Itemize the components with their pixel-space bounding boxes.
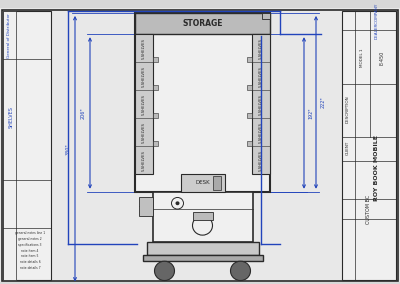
Bar (247, 141, 252, 146)
Text: 5-SHELVES: 5-SHELVES (142, 150, 146, 171)
Bar (247, 57, 252, 62)
Text: 5-SHELVES: 5-SHELVES (259, 150, 263, 171)
Text: DEALERCOMPANY: DEALERCOMPANY (375, 3, 379, 39)
Text: CUSTOM BC: CUSTOM BC (366, 195, 372, 224)
Text: MODEL 1: MODEL 1 (360, 48, 364, 67)
Text: STORAGE: STORAGE (182, 19, 223, 28)
Bar (135, 34, 153, 174)
Text: note item 5: note item 5 (21, 254, 39, 258)
Bar (153, 34, 252, 174)
Bar (262, 13, 270, 19)
Text: 5-SHELVES: 5-SHELVES (142, 94, 146, 115)
Text: DESK: DESK (195, 181, 210, 185)
Bar (212, 176, 220, 190)
Bar (247, 85, 252, 90)
Bar (146, 242, 258, 255)
Text: note details 6: note details 6 (20, 260, 40, 264)
Text: E-450: E-450 (380, 50, 384, 64)
Text: 5-SHELVES: 5-SHELVES (142, 122, 146, 143)
Bar (3, 11, 16, 279)
Bar (153, 57, 158, 62)
Text: specifications 3: specifications 3 (18, 243, 42, 247)
Text: 206": 206" (80, 107, 86, 119)
Text: 192": 192" (308, 107, 314, 119)
Text: CLIENT: CLIENT (346, 141, 350, 155)
Text: 5-SHELVES: 5-SHELVES (259, 122, 263, 143)
Text: 5-SHELVES: 5-SHELVES (259, 66, 263, 87)
Text: DESCRIPTION: DESCRIPTION (346, 96, 350, 123)
Bar (153, 113, 158, 118)
Text: general notes line 1: general notes line 1 (15, 231, 45, 235)
Text: general notes 2: general notes 2 (18, 237, 42, 241)
Text: General of Distributor: General of Distributor (8, 13, 12, 58)
Text: 5-SHELVES: 5-SHELVES (259, 94, 263, 115)
Bar (138, 197, 152, 216)
Bar (342, 11, 396, 279)
Bar (142, 255, 262, 261)
Text: 5-SHELVES: 5-SHELVES (142, 66, 146, 87)
Bar (153, 85, 158, 90)
Text: 5-SHELVES: 5-SHELVES (259, 38, 263, 59)
Text: 222": 222" (320, 97, 326, 108)
Circle shape (230, 261, 250, 281)
Bar (180, 174, 224, 192)
Circle shape (154, 261, 174, 281)
Bar (135, 13, 270, 192)
Circle shape (176, 201, 180, 205)
Text: note item 4: note item 4 (21, 249, 39, 253)
Bar (192, 212, 212, 220)
Bar (247, 113, 252, 118)
Text: 330": 330" (66, 143, 70, 154)
Bar (3, 11, 51, 279)
Text: ROY BOOK MOBILE: ROY BOOK MOBILE (374, 135, 380, 201)
Bar (135, 13, 270, 34)
Text: 5-SHELVES: 5-SHELVES (142, 38, 146, 59)
Bar (152, 192, 252, 242)
Text: note details 7: note details 7 (20, 266, 40, 270)
Bar (153, 141, 158, 146)
Bar (252, 34, 270, 174)
Text: SHELVES: SHELVES (9, 106, 14, 128)
